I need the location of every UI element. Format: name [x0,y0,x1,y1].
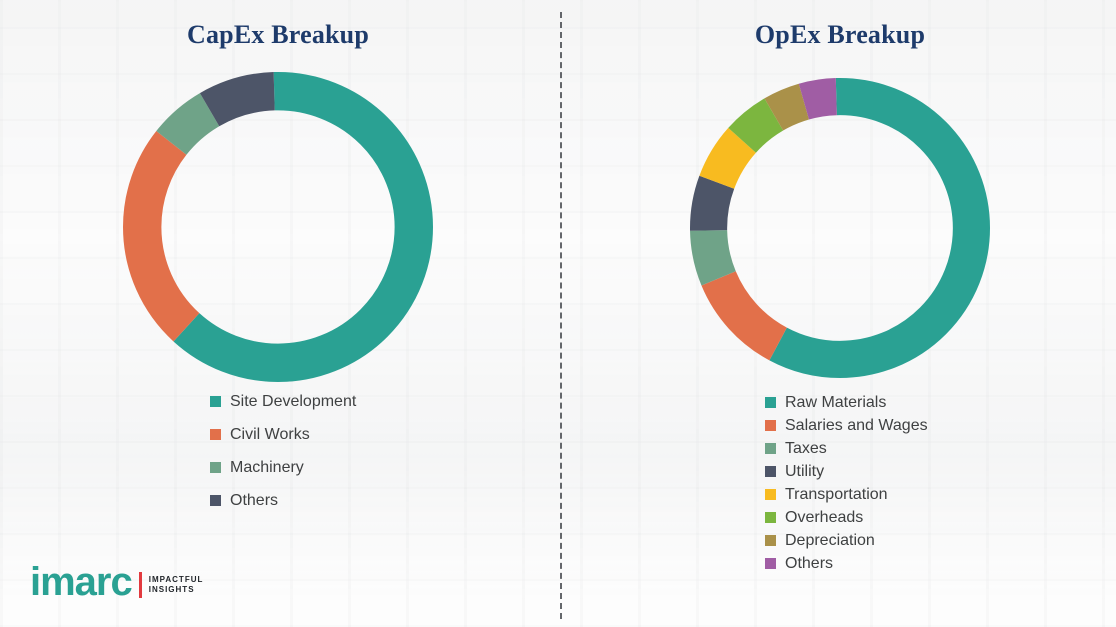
legend-label: Machinery [230,459,304,476]
donut-segment-utility [690,78,990,378]
legend-swatch [210,495,221,506]
legend-swatch [765,420,776,431]
capex-legend: Site Development Civil Works Machinery Othe… [210,392,356,524]
legend-label: Raw Materials [785,394,887,411]
legend-swatch [210,396,221,407]
imarc-logo-text: imarc [30,560,133,604]
legend-item-civil-works: Civil Works [210,425,356,444]
legend-label: Transportation [785,486,888,503]
imarc-logo: imarc IMPACTFUL INSIGHTS [30,562,203,602]
vertical-divider [560,12,562,619]
legend-swatch [765,397,776,408]
capex-donut-chart [123,72,433,382]
legend-label: Site Development [230,393,357,410]
legend-swatch [765,443,776,454]
opex-title: OpEx Breakup [754,20,926,49]
donut-segment-site-development [123,72,433,382]
legend-item-raw-materials: Raw Materials [765,393,928,412]
legend-label: Salaries and Wages [785,417,928,434]
logo-divider [138,572,142,598]
legend-item-utility: Utility [765,462,928,481]
logo-tagline-line1: IMPACTFUL [148,575,204,584]
legend-label: Depreciation [785,532,875,549]
legend-swatch [765,466,776,477]
legend-label: Taxes [785,440,827,457]
logo-tagline-line2: INSIGHTS [148,585,195,594]
legend-swatch [765,512,776,523]
legend-label: Overheads [785,509,864,526]
legend-item-salaries-and-wages: Salaries and Wages [765,416,928,435]
donut-segment-raw-materials [690,78,990,378]
legend-swatch [210,462,221,473]
legend-item-taxes: Taxes [765,439,928,458]
legend-item-others: Others [210,491,356,510]
legend-item-transportation: Transportation [765,485,928,504]
legend-item-site-development: Site Development [210,392,356,411]
legend-label: Others [785,555,834,572]
legend-swatch [765,558,776,569]
opex-donut-chart [690,78,990,378]
legend-swatch [765,489,776,500]
legend-item-overheads: Overheads [765,508,928,527]
donut-segment-civil-works [123,72,433,382]
legend-label: Others [230,492,279,509]
opex-legend: Raw Materials Salaries and Wages Taxes Util… [765,393,928,577]
legend-label: Civil Works [230,426,310,443]
capex-title: CapEx Breakup [186,20,369,49]
legend-swatch [765,535,776,546]
logo-tagline: IMPACTFUL INSIGHTS [149,575,204,595]
legend-swatch [210,429,221,440]
legend-label: Utility [785,463,825,480]
legend-item-machinery: Machinery [210,458,356,477]
legend-item-depreciation: Depreciation [765,531,928,550]
legend-item-others: Others [765,554,928,573]
